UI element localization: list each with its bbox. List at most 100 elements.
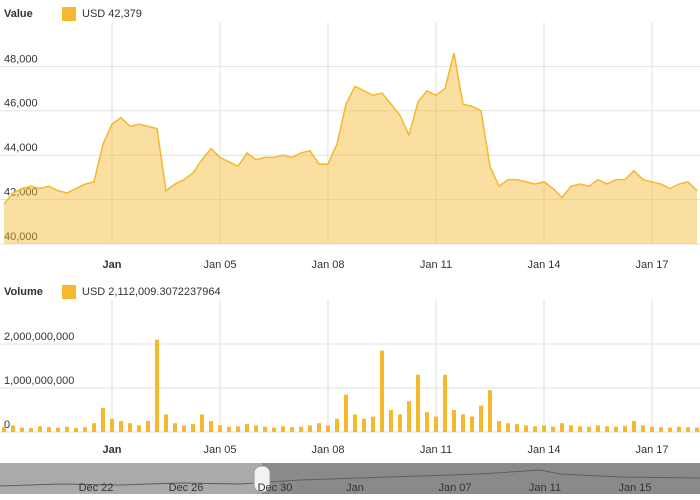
volume-bar: [362, 418, 366, 432]
volume-bar: [38, 426, 42, 432]
navigator-line: [0, 469, 700, 487]
volume-bar: [668, 427, 672, 432]
volume-bar: [254, 425, 258, 432]
volume-bar: [218, 425, 222, 432]
volume-bar: [155, 339, 159, 432]
volume-bar: [182, 425, 186, 432]
volume-bar: [326, 425, 330, 432]
x-tick-label: Jan 14: [527, 259, 560, 271]
volume-bar: [92, 423, 96, 432]
volume-bar: [389, 410, 393, 432]
volume-bar: [452, 410, 456, 432]
volume-bar: [236, 426, 240, 432]
volume-bar: [200, 414, 204, 432]
navigator-label: Jan: [346, 482, 364, 494]
volume-bar: [623, 425, 627, 432]
volume-bar: [353, 414, 357, 432]
x-tick-label: Jan 08: [311, 259, 344, 271]
volume-bar: [461, 414, 465, 432]
navigator-label: Dec 26: [169, 482, 204, 494]
navigator-label: Dec 30: [258, 482, 293, 494]
volume-bar: [290, 427, 294, 432]
x-tick-label: Jan: [103, 259, 122, 271]
y-tick-label: 2,000,000,000: [4, 331, 74, 343]
volume-bar: [470, 416, 474, 432]
volume-bar: [56, 427, 60, 432]
volume-bar: [551, 426, 555, 432]
volume-bar: [425, 412, 429, 432]
volume-bar: [191, 424, 195, 432]
volume-bar: [164, 414, 168, 432]
x-tick-label: Jan 17: [635, 259, 668, 271]
navigator-handle[interactable]: [253, 465, 271, 493]
y-tick-label: 46,000: [4, 98, 38, 110]
navigator-mask: [0, 463, 262, 494]
volume-bar: [281, 426, 285, 432]
volume-bar: [263, 426, 267, 432]
volume-bar: [695, 427, 699, 432]
volume-bar: [209, 421, 213, 432]
legend-swatch: [62, 7, 76, 21]
volume-bar: [515, 424, 519, 432]
volume-bar: [110, 418, 114, 432]
x-tick-label: Jan 17: [635, 444, 668, 456]
volume-bar: [227, 426, 231, 432]
y-tick-label: 1,000,000,000: [4, 375, 74, 387]
legend-title: Volume: [4, 286, 43, 298]
legend-swatch: [62, 285, 76, 299]
volume-bar: [380, 350, 384, 432]
area-fill: [4, 53, 697, 244]
volume-bar: [506, 423, 510, 432]
volume-bar: [587, 426, 591, 432]
navigator-label: Jan 11: [529, 482, 561, 494]
legend-label: USD 42,379: [82, 8, 142, 20]
volume-bar: [299, 426, 303, 432]
volume-bar: [596, 425, 600, 432]
volume-bar: [47, 427, 51, 432]
y-tick-label: 40,000: [4, 231, 38, 243]
volume-bar: [497, 421, 501, 432]
volume-bar: [479, 405, 483, 432]
volume-bar: [641, 425, 645, 432]
volume-bar: [443, 374, 447, 432]
volume-bar: [434, 416, 438, 432]
volume-bar: [119, 421, 123, 432]
volume-bar: [74, 428, 78, 432]
volume-bar: [686, 427, 690, 432]
price-line: [3, 52, 698, 205]
volume-bar: [632, 421, 636, 432]
volume-bar: [29, 428, 33, 432]
volume-bar: [308, 425, 312, 432]
volume-bar: [65, 426, 69, 432]
volume-bar: [533, 426, 537, 432]
legend-label: USD 2,112,009.3072237964: [82, 286, 221, 298]
volume-bar: [569, 425, 573, 432]
volume-bar: [398, 414, 402, 432]
x-tick-label: Jan: [103, 444, 122, 456]
volume-bar: [335, 418, 339, 432]
volume-bar: [245, 424, 249, 432]
volume-bar: [83, 427, 87, 432]
x-tick-label: Jan 08: [311, 444, 344, 456]
volume-bar: [542, 425, 546, 432]
volume-bar: [272, 427, 276, 432]
volume-bar: [524, 425, 528, 432]
volume-bar: [137, 425, 141, 432]
volume-bar: [317, 423, 321, 432]
x-tick-label: Jan 11: [420, 259, 452, 271]
navigator-label: Jan 07: [438, 482, 471, 494]
volume-bar: [344, 394, 348, 432]
volume-bar: [677, 426, 681, 432]
x-tick-label: Jan 11: [420, 444, 452, 456]
x-tick-label: Jan 05: [203, 444, 236, 456]
x-tick-label: Jan 05: [203, 259, 236, 271]
volume-bar: [146, 421, 150, 432]
volume-bar: [650, 426, 654, 432]
y-tick-label: 0: [4, 419, 10, 431]
x-tick-label: Jan 14: [527, 444, 560, 456]
volume-bar: [101, 407, 105, 432]
legend-title: Value: [4, 8, 33, 20]
volume-bar: [173, 423, 177, 432]
